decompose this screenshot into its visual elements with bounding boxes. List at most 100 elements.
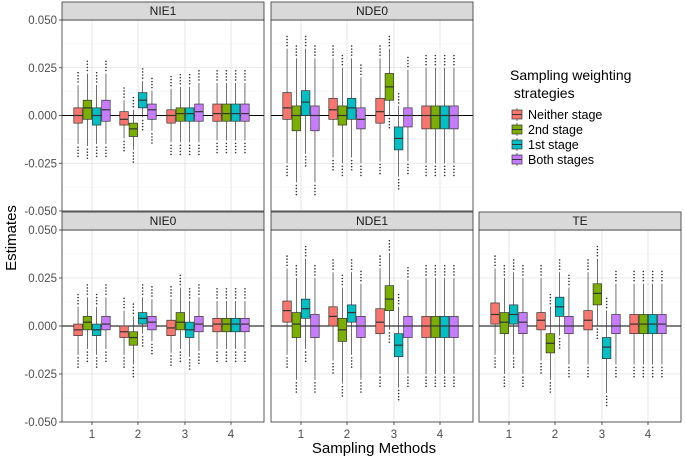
legend-title-line-1: Sampling weighting bbox=[510, 67, 631, 83]
outlier-point bbox=[105, 351, 107, 353]
outlier-point bbox=[225, 76, 228, 78]
outlier-point bbox=[77, 146, 79, 149]
outlier-point bbox=[642, 270, 645, 273]
legend-label: Both stages bbox=[528, 153, 594, 167]
outlier-point bbox=[141, 68, 144, 70]
outlier-point bbox=[105, 155, 107, 158]
outlier-point bbox=[661, 375, 663, 378]
box-body bbox=[231, 103, 241, 122]
outlier-point bbox=[379, 376, 381, 378]
box-body bbox=[421, 105, 431, 130]
outlier-point bbox=[188, 287, 191, 290]
outlier-point bbox=[587, 369, 589, 372]
outlier-point bbox=[615, 366, 617, 369]
outlier-point bbox=[360, 168, 362, 171]
box-te-m1-both-stages bbox=[518, 264, 528, 388]
box-nie0-m3-both-stages bbox=[194, 284, 204, 365]
outlier-point bbox=[314, 45, 316, 47]
box-te-m3-1st-stage bbox=[602, 297, 612, 407]
outlier-point bbox=[151, 349, 153, 352]
outlier-point bbox=[286, 44, 288, 47]
outlier-point bbox=[522, 271, 524, 273]
outlier-point bbox=[77, 71, 79, 74]
outlier-point bbox=[141, 335, 144, 338]
box-body bbox=[82, 316, 92, 331]
outlier-point bbox=[642, 276, 645, 279]
outlier-point bbox=[132, 309, 135, 312]
outlier-point bbox=[105, 66, 107, 69]
x-tick-label: 1 bbox=[298, 429, 304, 441]
outlier-point bbox=[132, 375, 135, 378]
outlier-point bbox=[286, 357, 288, 359]
box-nie1-m4-1st-stage bbox=[231, 70, 241, 154]
outlier-point bbox=[633, 375, 635, 378]
outlier-point bbox=[350, 366, 353, 368]
box-nie0-m3-neither-stage bbox=[166, 286, 176, 366]
outlier-point bbox=[397, 178, 400, 181]
outlier-point bbox=[295, 267, 298, 270]
outlier-point bbox=[651, 276, 654, 279]
outlier-point bbox=[443, 382, 446, 385]
outlier-point bbox=[286, 171, 288, 174]
outlier-point bbox=[304, 254, 307, 257]
box-nde1-m4-both-stages bbox=[449, 264, 459, 388]
outlier-point bbox=[587, 375, 589, 378]
outlier-point bbox=[198, 359, 200, 361]
outlier-point bbox=[95, 299, 98, 302]
outlier-point bbox=[379, 255, 381, 257]
outlier-point bbox=[123, 357, 125, 359]
outlier-point bbox=[244, 73, 246, 75]
strip-label: NIE1 bbox=[150, 4, 177, 18]
outlier-point bbox=[341, 63, 344, 66]
outlier-point bbox=[225, 142, 228, 145]
box-body bbox=[282, 92, 292, 120]
box-body bbox=[310, 105, 320, 132]
outlier-point bbox=[141, 287, 144, 289]
box-nie0-m2-1st-stage bbox=[138, 284, 148, 347]
outlier-point bbox=[225, 145, 228, 148]
outlier-point bbox=[360, 171, 362, 174]
outlier-point bbox=[379, 264, 381, 267]
outlier-point bbox=[379, 382, 381, 385]
strip-label: NDE0 bbox=[356, 4, 388, 18]
box-body bbox=[240, 317, 250, 333]
box-body bbox=[375, 97, 385, 124]
outlier-point bbox=[151, 352, 153, 355]
outlier-point bbox=[286, 35, 288, 38]
outlier-point bbox=[170, 361, 172, 363]
box-nde1-m4-1st-stage bbox=[440, 264, 450, 388]
outlier-point bbox=[216, 357, 218, 360]
outlier-point bbox=[434, 57, 437, 60]
strip-background bbox=[61, 211, 265, 231]
outlier-point bbox=[512, 360, 515, 362]
outlier-point bbox=[151, 86, 153, 89]
outlier-point bbox=[512, 262, 515, 264]
outlier-point bbox=[443, 379, 446, 381]
outlier-point bbox=[341, 395, 344, 397]
outlier-point bbox=[379, 45, 381, 47]
y-tick-label: 0.050 bbox=[28, 225, 57, 237]
box-te-m3-2nd-stage bbox=[592, 245, 602, 340]
outlier-point bbox=[198, 73, 200, 75]
outlier-point bbox=[360, 273, 362, 276]
outlier-point bbox=[244, 151, 246, 154]
box-nie1-m2-1st-stage bbox=[138, 68, 148, 131]
outlier-point bbox=[434, 264, 437, 267]
box-nie0-m1-2nd-stage bbox=[82, 284, 92, 363]
outlier-point bbox=[123, 306, 125, 309]
outlier-point bbox=[86, 351, 89, 353]
outlier-point bbox=[596, 334, 599, 337]
outlier-point bbox=[568, 274, 570, 277]
outlier-point bbox=[314, 382, 316, 384]
box-nde1-m4-neither-stage bbox=[421, 264, 431, 388]
outlier-point bbox=[341, 165, 344, 168]
outlier-point bbox=[216, 73, 218, 75]
box-nie1-m2-both-stages bbox=[147, 77, 157, 144]
box-body bbox=[147, 103, 157, 120]
box-body bbox=[449, 316, 459, 338]
outlier-point bbox=[615, 276, 617, 279]
outlier-point bbox=[244, 291, 246, 293]
outlier-point bbox=[558, 259, 561, 261]
outlier-point bbox=[549, 385, 552, 387]
outlier-point bbox=[360, 73, 362, 76]
